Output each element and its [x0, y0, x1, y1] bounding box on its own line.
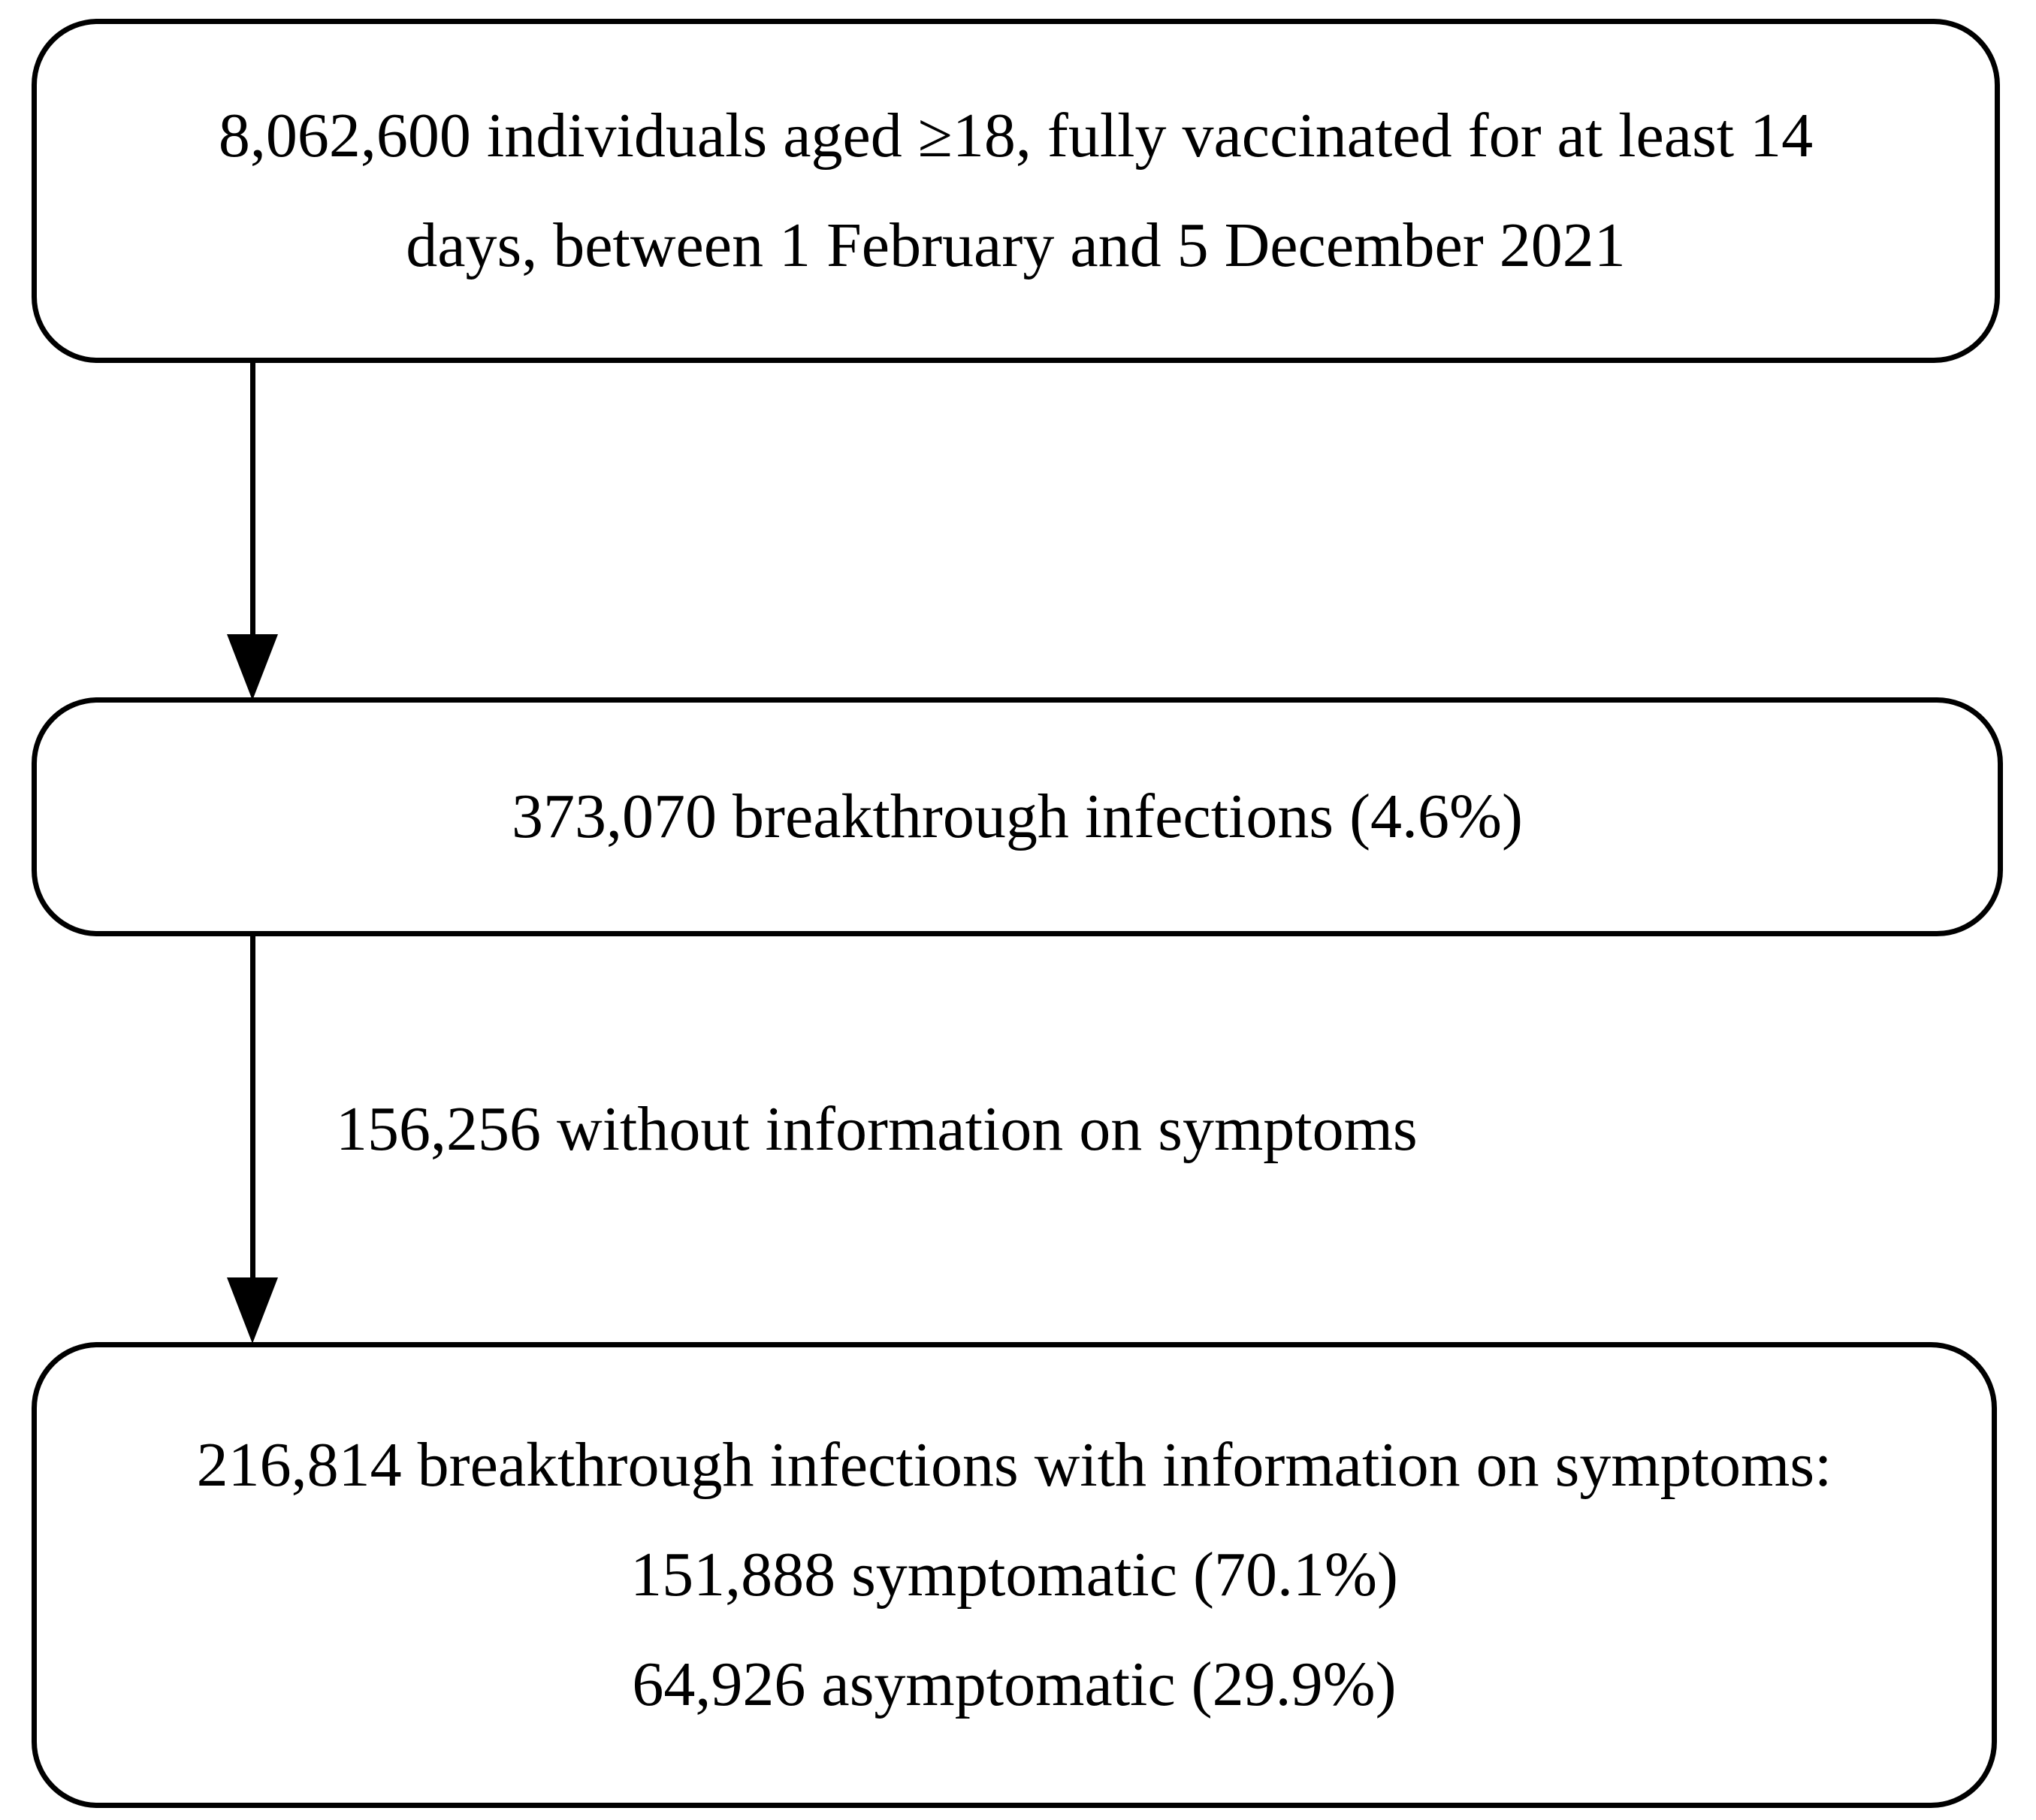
population-box-line-2: days, between 1 February and 5 December …	[406, 210, 1626, 280]
breakthrough-box-line-1: 373,070 breakthrough infections (4.6%)	[511, 782, 1523, 851]
symptoms-box-line-1: 216,814 breakthrough infections with inf…	[196, 1430, 1832, 1500]
arrow-breakthrough-to-symptoms-line	[250, 935, 255, 1280]
population-box-line-1: 8,062,600 individuals aged ≥18, fully va…	[218, 101, 1814, 171]
symptom-information-box: 216,814 breakthrough infections with inf…	[32, 1342, 1997, 1808]
breakthrough-infections-box: 373,070 breakthrough infections (4.6%)	[32, 697, 2003, 936]
symptoms-box-line-2: 151,888 symptomatic (70.1%)	[630, 1540, 1398, 1610]
excluded-without-symptom-info-label: 156,256 without information on symptoms	[336, 1094, 1418, 1164]
symptoms-box-line-3: 64,926 asymptomatic (29.9%)	[632, 1649, 1397, 1719]
arrow-population-to-breakthrough-head-icon	[227, 634, 278, 700]
population-box: 8,062,600 individuals aged ≥18, fully va…	[32, 19, 2000, 363]
arrow-population-to-breakthrough-line	[250, 363, 255, 637]
arrow-breakthrough-to-symptoms-head-icon	[227, 1277, 278, 1344]
